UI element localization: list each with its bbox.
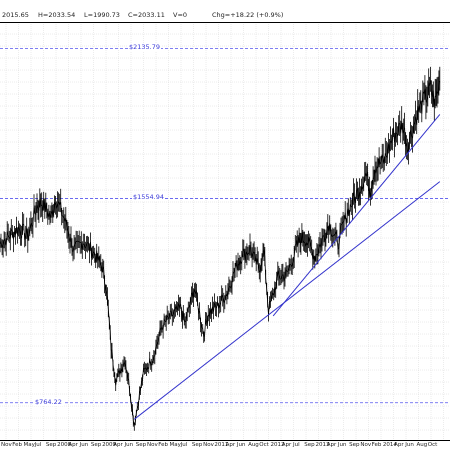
price-line <box>0 80 441 426</box>
trendline <box>272 114 441 317</box>
x-tick-label: 2011 <box>214 442 229 448</box>
x-tick-label: Apr <box>68 442 78 448</box>
x-tick-label: Sep <box>349 442 360 448</box>
x-tick-label: May <box>169 442 181 448</box>
x-tick-label: Feb <box>12 442 22 448</box>
volume-value: V=0 <box>173 11 188 19</box>
x-tick-label: Jun <box>405 442 414 448</box>
price-level-label: $1554.94 <box>132 193 166 202</box>
price-level-label: $2135.79 <box>128 43 162 52</box>
x-tick-label: Apr <box>113 442 123 448</box>
x-tick-label: Apr <box>394 442 404 448</box>
x-tick-label: 2008 <box>57 442 72 448</box>
ohlc-header: 2015.65 H=2033.54 L=1990.73 C=2033.11 V=… <box>0 0 450 23</box>
x-tick-label: Nov <box>203 442 214 448</box>
x-tick-label: Jul <box>293 442 300 448</box>
x-tick-label: Apr <box>281 442 292 448</box>
x-tick-label: Sep <box>191 442 203 448</box>
x-tick-label: Nov <box>147 442 158 448</box>
x-tick-label: Aug <box>248 442 259 448</box>
low-value: L=1990.73 <box>84 11 120 19</box>
x-tick-label: Jul <box>34 442 42 448</box>
close-value: C=2033.11 <box>128 11 165 19</box>
x-tick-label: Feb <box>371 442 382 448</box>
x-tick-label: 2013 <box>315 442 330 448</box>
x-tick-label: Jun <box>124 442 134 448</box>
x-tick-label: Feb <box>158 442 168 448</box>
x-tick-label: 2014 <box>382 442 397 448</box>
x-tick-label: Sep <box>135 442 147 448</box>
trendline <box>133 181 441 420</box>
trendlines <box>133 114 441 420</box>
x-tick-label: Nov <box>1 442 12 448</box>
x-tick-label: 2012 <box>270 442 285 448</box>
open-value: 2015.65 <box>2 11 29 19</box>
x-tick-label: Sep <box>304 442 315 448</box>
high-value: H=2033.54 <box>38 11 76 19</box>
x-tick-label: Jun <box>337 442 347 448</box>
x-tick-label: Apr <box>225 442 236 448</box>
x-tick-label: Jun <box>79 442 89 448</box>
x-tick-label: Sep <box>90 442 102 448</box>
change-value: Chg=+18.22 (+0.9%) <box>212 11 284 19</box>
grid <box>0 24 450 440</box>
x-axis <box>0 440 450 451</box>
x-tick-label: May <box>23 442 35 448</box>
price-series <box>0 66 441 431</box>
x-tick-label: Aug <box>416 442 428 448</box>
x-tick-label: Oct <box>259 442 269 448</box>
x-tick-label: 2009 <box>102 442 117 448</box>
x-tick-label: Jun <box>236 442 246 448</box>
x-tick-label: Oct <box>427 442 438 448</box>
price-levels <box>0 47 450 404</box>
x-tick-label: Nov <box>360 442 372 448</box>
price-level-label: $764.22 <box>34 397 63 406</box>
x-tick-label: Jul <box>180 442 188 448</box>
x-tick-label: Sep <box>45 442 57 448</box>
x-tick-label: Apr <box>326 442 337 448</box>
